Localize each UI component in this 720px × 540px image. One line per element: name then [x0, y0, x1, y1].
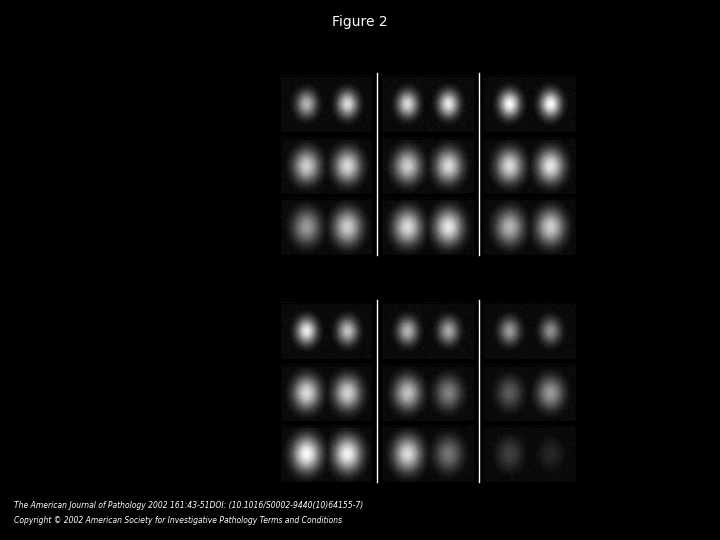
- Text: 5 h: 5 h: [318, 61, 334, 71]
- Text: 15 h: 15 h: [518, 61, 541, 71]
- Text: 335 bp: 335 bp: [227, 161, 261, 171]
- Bar: [279, 76, 372, 132]
- Text: A: A: [102, 47, 115, 65]
- Text: 335 bp: 335 bp: [227, 388, 261, 397]
- Bar: [382, 138, 474, 194]
- Text: 10 h: 10 h: [416, 61, 439, 71]
- Text: Copyright © 2002 American Society for Investigative Pathology Terms and Conditio: Copyright © 2002 American Society for In…: [14, 516, 343, 525]
- Text: 7 years: 7 years: [510, 288, 549, 298]
- Text: length: length: [94, 127, 122, 136]
- Bar: [279, 138, 372, 194]
- Text: P53 Exon 2/3: P53 Exon 2/3: [589, 449, 653, 459]
- Bar: [483, 364, 576, 421]
- Bar: [382, 364, 474, 421]
- Bar: [483, 303, 576, 359]
- Text: Figure 2: Figure 2: [332, 15, 388, 29]
- Text: Digestion time: Digestion time: [393, 45, 485, 55]
- Text: 3 years: 3 years: [408, 288, 447, 298]
- Text: 160 bp: 160 bp: [227, 326, 261, 336]
- Bar: [382, 426, 474, 482]
- Bar: [483, 199, 576, 255]
- Text: 3 months: 3 months: [302, 288, 351, 298]
- Text: D17S800: D17S800: [589, 161, 634, 171]
- Text: D5S800: D5S800: [589, 326, 627, 336]
- Bar: [279, 199, 372, 255]
- Bar: [483, 426, 576, 482]
- Bar: [279, 364, 372, 421]
- Text: length: length: [94, 354, 122, 363]
- Bar: [279, 303, 372, 359]
- Text: D17S800: D17S800: [589, 388, 634, 397]
- Bar: [382, 199, 474, 255]
- Text: 160 bp: 160 bp: [227, 99, 261, 109]
- Text: 1374 bp: 1374 bp: [220, 222, 261, 232]
- Bar: [382, 303, 474, 359]
- Text: 1374 bp: 1374 bp: [220, 449, 261, 459]
- Text: Mse-: Mse-: [94, 173, 115, 182]
- Text: Mse-: Mse-: [94, 400, 115, 409]
- Text: fragment: fragment: [94, 150, 135, 159]
- Text: B: B: [102, 274, 115, 292]
- Bar: [279, 426, 372, 482]
- Bar: [382, 76, 474, 132]
- Text: Tissue age: Tissue age: [405, 272, 473, 281]
- Text: P53 Exon 2/3: P53 Exon 2/3: [589, 222, 653, 232]
- Text: D5S800: D5S800: [589, 99, 627, 109]
- Text: fragment: fragment: [94, 376, 135, 386]
- Bar: [483, 138, 576, 194]
- Bar: [483, 76, 576, 132]
- Text: The American Journal of Pathology 2002 161:43-51DOI: (10.1016/S0002-9440(10)6415: The American Journal of Pathology 2002 1…: [14, 501, 364, 510]
